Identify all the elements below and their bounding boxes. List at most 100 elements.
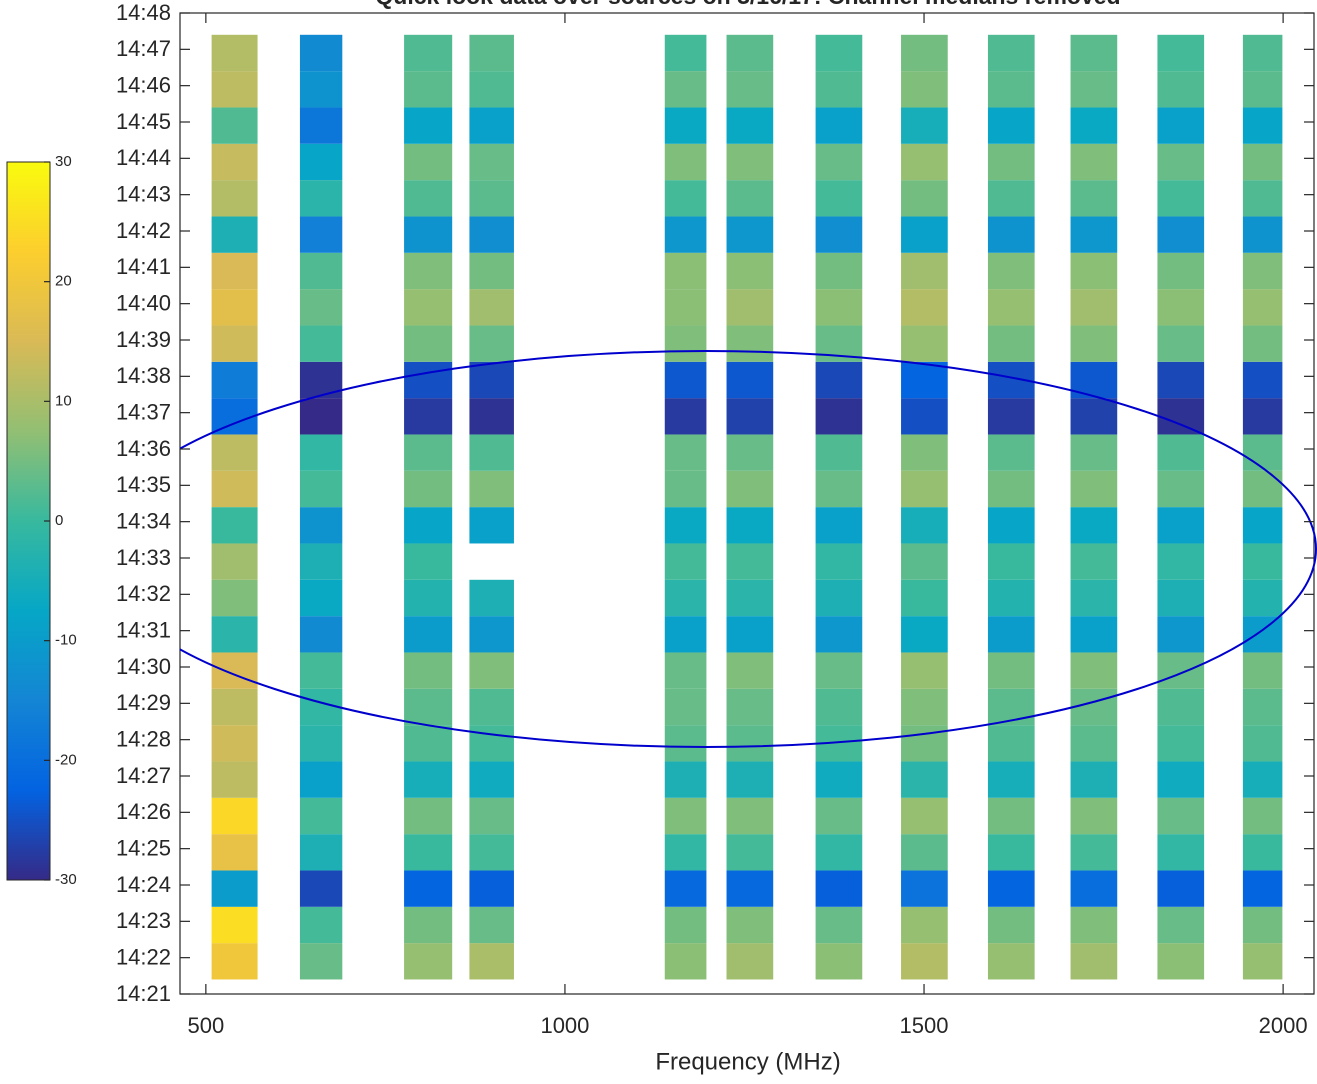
heatmap-cell xyxy=(299,543,343,580)
heatmap-cell xyxy=(1157,761,1205,798)
heatmap-cell xyxy=(1157,361,1205,399)
heatmap-cell xyxy=(987,252,1035,290)
heatmap-cell xyxy=(901,943,948,980)
heatmap-cell xyxy=(726,616,774,653)
heatmap-cell xyxy=(987,434,1035,471)
heatmap-cell xyxy=(901,216,948,253)
heatmap-cell xyxy=(299,579,343,617)
heatmap-cell xyxy=(469,943,514,980)
heatmap-cell xyxy=(1242,943,1283,980)
colorbar-tick-label: 30 xyxy=(55,153,72,170)
heatmap-cell xyxy=(901,398,948,435)
heatmap-cell xyxy=(1242,71,1283,108)
y-tick-label: 14:41 xyxy=(116,254,171,279)
heatmap-cell xyxy=(1157,834,1205,871)
heatmap-cell xyxy=(211,616,258,653)
heatmap-cell xyxy=(404,507,453,544)
heatmap-cell xyxy=(404,143,453,181)
heatmap-cell xyxy=(469,289,514,326)
heatmap-cell xyxy=(1070,579,1118,617)
heatmap-cell xyxy=(1070,761,1118,798)
y-tick-label: 14:48 xyxy=(116,0,171,25)
heatmap-cell xyxy=(299,34,343,72)
heatmap-cell xyxy=(726,870,774,907)
heatmap-cell xyxy=(1070,725,1118,762)
heatmap-cell xyxy=(404,834,453,871)
heatmap-cell xyxy=(815,507,863,544)
heatmap-cell xyxy=(815,34,863,72)
y-tick-label: 14:34 xyxy=(116,508,171,533)
heatmap-cell xyxy=(815,470,863,508)
heatmap-cell xyxy=(1242,543,1283,580)
heatmap-cell xyxy=(815,543,863,580)
y-tick-label: 14:30 xyxy=(116,654,171,679)
heatmap-cell xyxy=(1070,143,1118,181)
colorbar-tick-label: 10 xyxy=(55,392,72,409)
heatmap-cell xyxy=(211,579,258,617)
heatmap-cell xyxy=(1070,470,1118,508)
heatmap-cell xyxy=(987,143,1035,181)
heatmap-cell xyxy=(1070,834,1118,871)
heatmap-cell xyxy=(664,652,707,689)
heatmap-cell xyxy=(1070,688,1118,726)
heatmap-cell xyxy=(664,725,707,762)
heatmap-cell xyxy=(299,616,343,653)
heatmap-cell xyxy=(1157,180,1205,217)
heatmap-cell xyxy=(469,797,514,835)
heatmap-cell xyxy=(987,616,1035,653)
heatmap-cell xyxy=(404,906,453,944)
heatmap-cell xyxy=(469,616,514,653)
heatmap-cell xyxy=(815,180,863,217)
heatmap-cell xyxy=(901,797,948,835)
heatmap-cell xyxy=(211,71,258,108)
heatmap-cell xyxy=(815,434,863,471)
heatmap-cell xyxy=(815,107,863,144)
heatmap-cell xyxy=(299,507,343,544)
heatmap-cell xyxy=(664,616,707,653)
colorbar-tick-label: 0 xyxy=(55,512,63,529)
heatmap-cell xyxy=(211,361,258,399)
heatmap-cell xyxy=(1242,870,1283,907)
heatmap-cell xyxy=(987,325,1035,362)
heatmap-cell xyxy=(469,688,514,726)
heatmap-cell xyxy=(664,943,707,980)
y-tick-label: 14:32 xyxy=(116,581,171,606)
heatmap-cell xyxy=(469,870,514,907)
heatmap-cell xyxy=(299,143,343,181)
heatmap-cell xyxy=(1157,289,1205,326)
heatmap-cell xyxy=(664,107,707,144)
y-tick-label: 14:40 xyxy=(116,290,171,315)
heatmap-cell xyxy=(987,725,1035,762)
heatmap-cell xyxy=(901,143,948,181)
heatmap-cell xyxy=(726,289,774,326)
heatmap-cell xyxy=(664,507,707,544)
heatmap-cell xyxy=(1157,398,1205,435)
heatmap-cell xyxy=(987,688,1035,726)
heatmap-cell xyxy=(1157,470,1205,508)
heatmap-cell xyxy=(1157,143,1205,181)
y-tick-label: 14:45 xyxy=(116,109,171,134)
y-tick-label: 14:44 xyxy=(116,145,171,170)
heatmap-cell xyxy=(1242,325,1283,362)
heatmap-cell xyxy=(664,398,707,435)
heatmap-cell xyxy=(987,398,1035,435)
heatmap-cell xyxy=(726,71,774,108)
colorbar-tick-label: -30 xyxy=(55,871,77,888)
heatmap-cell xyxy=(726,398,774,435)
heatmap-cell xyxy=(815,252,863,290)
heatmap-cell xyxy=(299,434,343,471)
heatmap-cell xyxy=(1157,797,1205,835)
heatmap-cell xyxy=(404,470,453,508)
heatmap-cell xyxy=(1242,289,1283,326)
heatmap-cell xyxy=(404,579,453,617)
heatmap-cell xyxy=(1157,252,1205,290)
heatmap-cell xyxy=(1157,688,1205,726)
heatmap-cell xyxy=(1242,434,1283,471)
heatmap-cell xyxy=(404,652,453,689)
heatmap-cell xyxy=(901,616,948,653)
heatmap-cell xyxy=(726,906,774,944)
heatmap-cell xyxy=(404,543,453,580)
colorbar xyxy=(6,161,51,881)
heatmap-cell xyxy=(726,470,774,508)
heatmap-cell xyxy=(1157,107,1205,144)
